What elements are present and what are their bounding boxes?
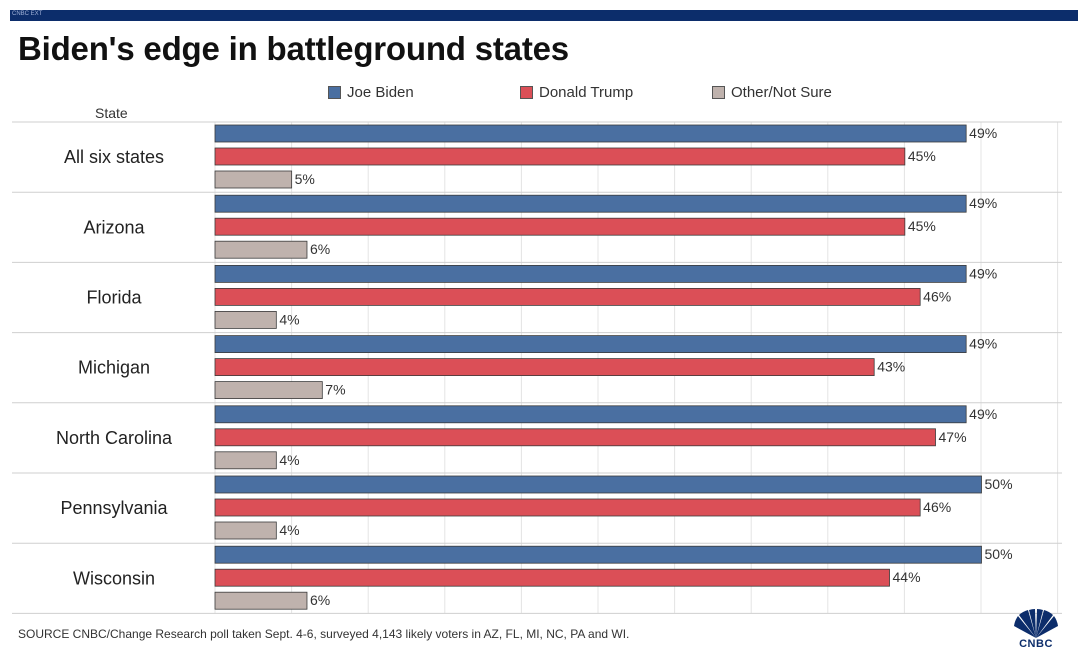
data-label-trump: 47% — [939, 429, 967, 445]
data-label-trump: 46% — [923, 499, 951, 515]
data-label-other: 7% — [325, 382, 345, 398]
chart-title: Biden's edge in battleground states — [18, 30, 569, 67]
data-label-trump: 44% — [893, 569, 921, 585]
bar-other — [214, 170, 293, 189]
data-label-biden: 49% — [969, 406, 997, 422]
bar-other — [214, 591, 308, 610]
data-label-biden: 49% — [969, 265, 997, 281]
bar-trump — [214, 498, 921, 517]
bar-other — [214, 240, 308, 259]
legend-swatch-trump — [520, 86, 533, 99]
category-label: North Carolina — [56, 428, 173, 448]
data-label-trump: 46% — [923, 288, 951, 304]
bar-other — [214, 381, 323, 400]
data-label-other: 4% — [279, 452, 299, 468]
legend-item-biden: Joe Biden — [328, 84, 414, 101]
category-label: Arizona — [83, 217, 145, 237]
data-label-biden: 49% — [969, 195, 997, 211]
legend-item-other: Other/Not Sure — [712, 84, 832, 101]
data-label-biden: 50% — [985, 546, 1013, 562]
category-label: Florida — [86, 288, 142, 308]
bar-biden — [214, 264, 967, 283]
bar-trump — [214, 287, 921, 306]
bar-trump — [214, 147, 906, 166]
bar-trump — [214, 428, 936, 447]
data-label-trump: 45% — [908, 218, 936, 234]
data-label-other: 5% — [295, 171, 315, 187]
category-label: All six states — [64, 147, 164, 167]
legend-label-biden: Joe Biden — [347, 84, 414, 101]
category-label: Pennsylvania — [60, 498, 168, 518]
bar-biden — [214, 405, 967, 424]
data-label-biden: 50% — [985, 476, 1013, 492]
peacock-icon — [1014, 609, 1058, 638]
legend-label-trump: Donald Trump — [539, 84, 634, 101]
data-label-other: 4% — [279, 311, 299, 327]
legend-swatch-other — [712, 86, 725, 99]
bar-other — [214, 310, 277, 329]
bar-trump — [214, 217, 906, 236]
bar-biden — [214, 475, 982, 494]
data-label-other: 6% — [310, 592, 330, 608]
bar-biden — [214, 545, 982, 564]
bar-trump — [214, 568, 890, 587]
bar-biden — [214, 335, 967, 354]
legend: Joe Biden Donald Trump Other/Not Sure — [0, 84, 1080, 104]
logo-text: CNBC — [1019, 638, 1053, 650]
bar-other — [214, 451, 277, 470]
data-label-other: 6% — [310, 241, 330, 257]
data-label-other: 4% — [279, 522, 299, 538]
data-label-trump: 45% — [908, 148, 936, 164]
legend-item-trump: Donald Trump — [520, 84, 633, 101]
source-note: SOURCE CNBC/Change Research poll taken S… — [18, 627, 630, 641]
top-banner: CNBC EXT — [10, 10, 1078, 21]
bar-trump — [214, 358, 875, 377]
category-label: Michigan — [78, 358, 150, 378]
legend-label-other: Other/Not Sure — [731, 84, 832, 101]
data-label-biden: 49% — [969, 336, 997, 352]
bar-biden — [214, 124, 967, 143]
bar-other — [214, 521, 277, 540]
bar-biden — [214, 194, 967, 213]
data-label-biden: 49% — [969, 125, 997, 141]
legend-swatch-biden — [328, 86, 341, 99]
category-label: Wisconsin — [73, 568, 155, 588]
data-label-trump: 43% — [877, 359, 905, 375]
banner-tag: CNBC EXT — [12, 11, 43, 17]
cnbc-logo: CNBC — [1008, 608, 1064, 652]
state-axis-header: State — [95, 105, 128, 121]
